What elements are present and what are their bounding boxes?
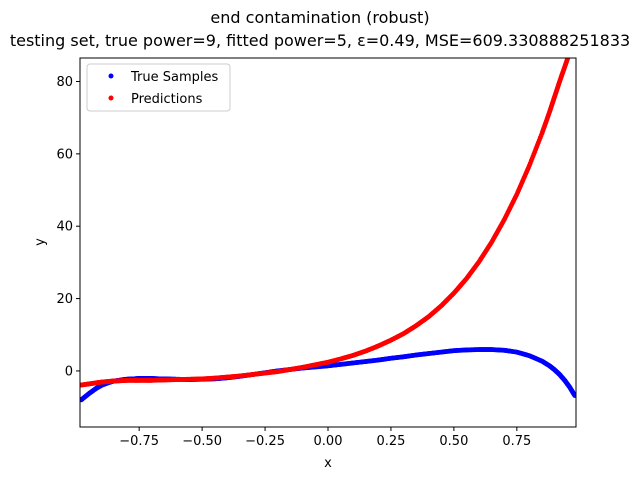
series-layer [80, 58, 576, 403]
data-point [572, 393, 576, 398]
chart-title: end contamination (robust) [210, 8, 429, 27]
x-axis-label: x [324, 456, 332, 471]
legend: True Samples Predictions [86, 63, 231, 112]
y-tick-label: 20 [56, 292, 73, 307]
x-tick-label: 0.25 [376, 434, 405, 449]
legend-marker-true-samples [108, 73, 114, 79]
x-tick-label: −0.25 [245, 434, 285, 449]
y-axis: 0 20 40 60 80 [56, 75, 80, 379]
legend-box [86, 63, 231, 112]
chart-subtitle: testing set, true power=9, fitted power=… [10, 31, 630, 50]
x-tick-label: −0.75 [119, 434, 159, 449]
plot-area [80, 58, 576, 427]
series-1 [80, 58, 571, 388]
legend-label-predictions: Predictions [131, 92, 203, 107]
x-tick-label: 0.50 [439, 434, 468, 449]
y-tick-label: 40 [56, 220, 73, 235]
x-tick-label: −0.50 [182, 434, 222, 449]
legend-label-true-samples: True Samples [130, 70, 218, 85]
x-tick-label: 0.00 [314, 434, 343, 449]
y-axis-label: y [33, 238, 48, 246]
x-tick-label: 0.75 [502, 434, 531, 449]
x-axis: −0.75 −0.50 −0.25 0.00 0.25 0.50 0.75 [119, 427, 531, 449]
y-tick-label: 0 [65, 364, 73, 379]
legend-marker-predictions [108, 95, 114, 101]
y-tick-label: 80 [56, 75, 73, 90]
y-tick-label: 60 [56, 147, 73, 162]
